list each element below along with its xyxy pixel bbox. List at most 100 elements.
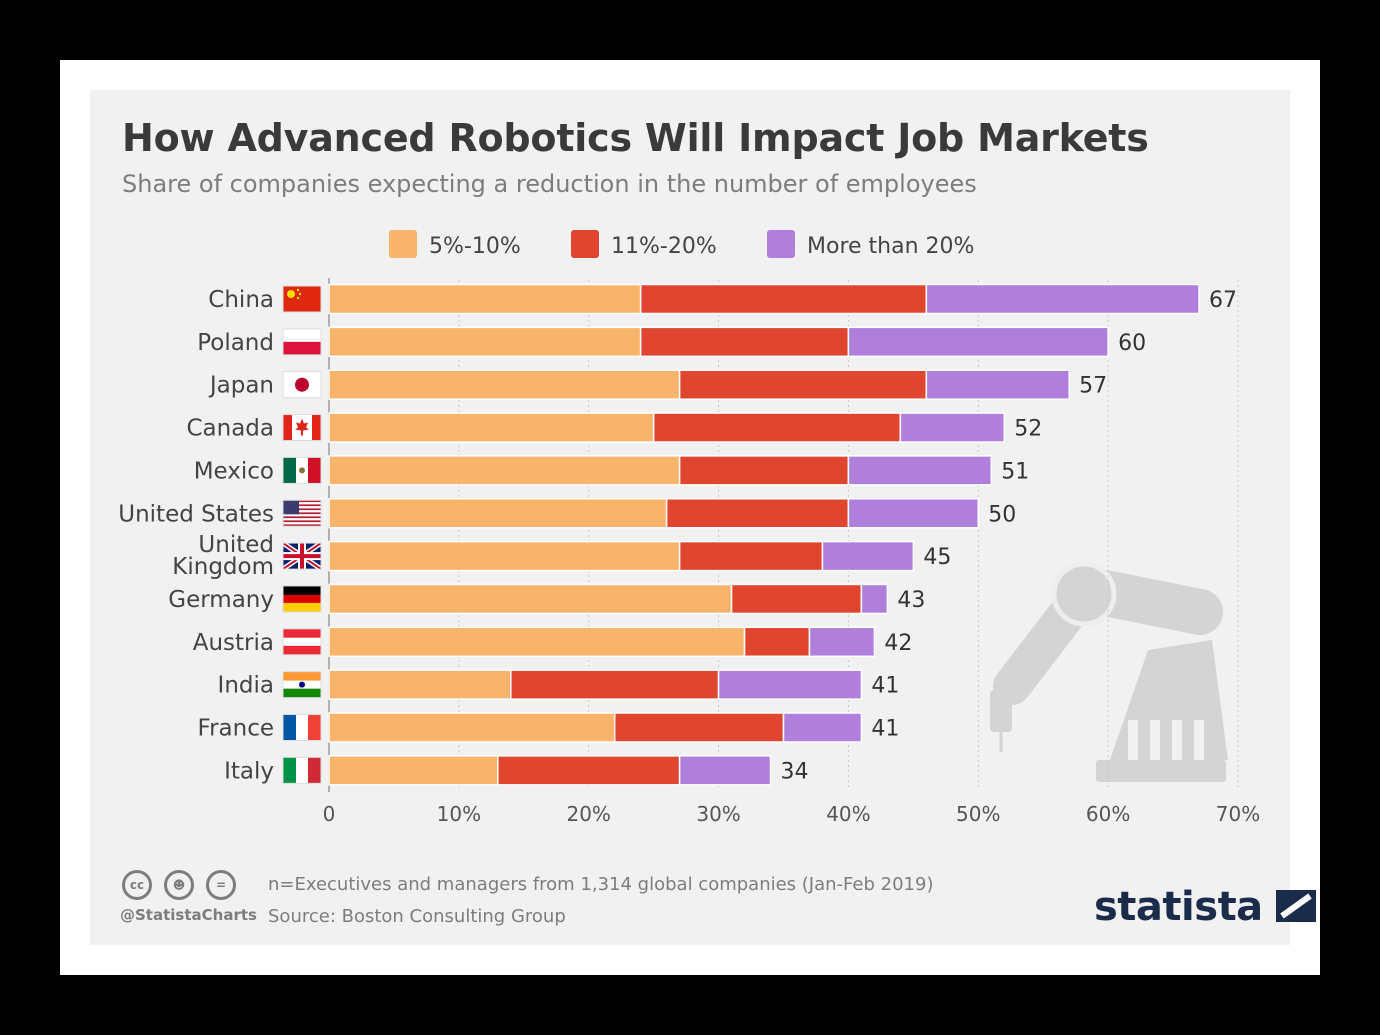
chart-title: How Advanced Robotics Will Impact Job Ma… bbox=[122, 116, 1149, 160]
bar-segment bbox=[652, 412, 902, 443]
canada-flag-icon bbox=[282, 414, 322, 442]
france-flag-icon bbox=[282, 714, 322, 741]
china-flag-icon bbox=[282, 285, 322, 313]
bar-segment bbox=[899, 412, 1006, 443]
bar-segment bbox=[328, 412, 655, 443]
x-tick-label: 70% bbox=[1216, 802, 1260, 826]
chart-subtitle: Share of companies expecting a reduction… bbox=[122, 170, 977, 198]
bar-segment bbox=[730, 583, 863, 615]
poland-flag-icon bbox=[282, 328, 322, 356]
bar-total-label: 41 bbox=[871, 674, 899, 699]
source-note[interactable]: Source: Boston Consulting Group bbox=[268, 906, 566, 927]
legend-swatch bbox=[571, 230, 599, 258]
cc-icon[interactable]: cc bbox=[122, 870, 152, 900]
nd-icon[interactable]: = bbox=[206, 870, 236, 900]
by-icon[interactable]: ☻ bbox=[164, 870, 194, 900]
legend-label: More than 20% bbox=[807, 234, 974, 259]
category-label: Italy bbox=[224, 758, 274, 784]
category-label: India bbox=[218, 673, 274, 699]
bar-segment bbox=[808, 626, 876, 658]
bar-segment bbox=[678, 455, 850, 486]
category-label: Kingdom bbox=[172, 554, 274, 580]
italy-flag-icon bbox=[282, 756, 322, 784]
bar-total-label: 52 bbox=[1014, 417, 1042, 442]
bar-segment bbox=[665, 498, 850, 529]
bar-segment bbox=[847, 498, 980, 529]
bar-total-label: 50 bbox=[988, 502, 1016, 527]
bar-total-label: 60 bbox=[1118, 331, 1146, 356]
brand-wordmark: statista bbox=[1094, 884, 1263, 930]
statista-mark-icon bbox=[1276, 890, 1317, 922]
bar-segment bbox=[821, 540, 915, 572]
bar-segment bbox=[678, 540, 824, 572]
category-label: United States bbox=[118, 501, 274, 527]
bar-segment bbox=[328, 369, 681, 400]
x-tick-label: 50% bbox=[956, 802, 1000, 826]
bar-segment bbox=[328, 669, 512, 700]
category-label: China bbox=[208, 287, 274, 313]
bar-segment bbox=[328, 540, 681, 572]
x-tick-label: 30% bbox=[696, 802, 740, 826]
category-label: Canada bbox=[186, 416, 274, 442]
bar-segment bbox=[678, 369, 928, 400]
legend-swatch bbox=[389, 230, 417, 258]
bar-total-label: 51 bbox=[1001, 459, 1029, 484]
bar-segment bbox=[925, 369, 1070, 400]
category-label: Germany bbox=[168, 587, 274, 613]
x-tick-label: 10% bbox=[437, 802, 481, 826]
bar-segment bbox=[782, 712, 863, 743]
bar-total-label: 57 bbox=[1079, 374, 1107, 399]
mexico-flag-icon bbox=[282, 456, 322, 484]
legend-swatch bbox=[767, 230, 795, 258]
bar-segment bbox=[328, 455, 681, 486]
bar-segment bbox=[328, 326, 642, 358]
x-tick-label: 20% bbox=[566, 802, 610, 826]
footnote: n=Executives and managers from 1,314 glo… bbox=[268, 874, 934, 895]
category-label: United bbox=[198, 532, 274, 558]
category-label: Japan bbox=[208, 373, 274, 399]
bar-segment bbox=[743, 626, 811, 658]
uk-flag-icon bbox=[281, 541, 323, 572]
bar-segment bbox=[328, 283, 642, 315]
bar-segment bbox=[925, 283, 1200, 315]
bar-segment bbox=[860, 583, 889, 615]
bar-segment bbox=[510, 669, 720, 700]
category-label: Mexico bbox=[194, 458, 274, 484]
bar-total-label: 42 bbox=[884, 631, 912, 656]
bar-segment bbox=[497, 755, 681, 786]
bar-segment bbox=[847, 455, 993, 486]
austria-flag-icon bbox=[282, 628, 322, 656]
bar-segment bbox=[613, 712, 785, 743]
bar-total-label: 45 bbox=[923, 545, 951, 570]
bar-segment bbox=[328, 755, 499, 786]
bar-segment bbox=[639, 326, 850, 358]
bar-total-label: 41 bbox=[871, 717, 899, 742]
x-tick-label: 60% bbox=[1086, 802, 1130, 826]
bar-total-label: 43 bbox=[897, 588, 925, 613]
bar-segment bbox=[678, 755, 772, 786]
bar-segment bbox=[328, 712, 616, 743]
bar-total-label: 34 bbox=[781, 759, 809, 784]
robot-arm-icon bbox=[990, 561, 1228, 782]
bar-total-label: 67 bbox=[1209, 288, 1237, 313]
bar-segment bbox=[328, 583, 733, 615]
statista-logo[interactable]: statista bbox=[1094, 884, 1317, 930]
germany-flag-icon bbox=[282, 585, 322, 613]
x-tick-label: 40% bbox=[826, 802, 870, 826]
category-label: Austria bbox=[193, 630, 274, 656]
category-label: Poland bbox=[197, 330, 274, 356]
bar-segment bbox=[328, 498, 668, 529]
legend-label: 5%-10% bbox=[429, 234, 521, 259]
japan-flag-icon bbox=[282, 371, 322, 399]
legend-label: 11%-20% bbox=[611, 234, 717, 259]
bar-segment bbox=[847, 326, 1109, 358]
bar-segment bbox=[717, 669, 863, 700]
usa-flag-icon bbox=[282, 499, 322, 527]
bar-segment bbox=[328, 626, 746, 658]
statista-handle[interactable]: @StatistaCharts bbox=[120, 906, 257, 924]
category-label: France bbox=[198, 716, 274, 742]
bar-segment bbox=[639, 283, 928, 315]
india-flag-icon bbox=[282, 671, 322, 699]
x-tick-label: 0 bbox=[323, 802, 336, 826]
